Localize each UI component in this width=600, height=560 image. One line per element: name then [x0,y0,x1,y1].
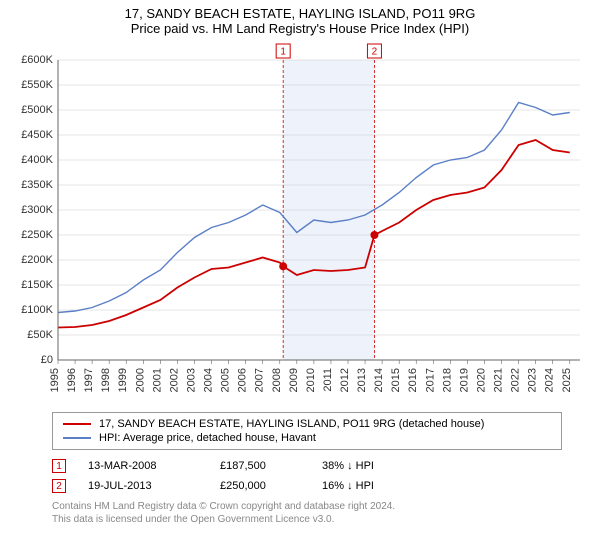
svg-text:1: 1 [280,47,286,58]
svg-text:2008: 2008 [271,368,283,392]
sale-marker: 2 [52,479,66,493]
svg-text:2010: 2010 [305,368,317,392]
legend-label: HPI: Average price, detached house, Hava… [99,432,316,444]
svg-text:2016: 2016 [407,368,419,392]
svg-text:£600K: £600K [21,54,53,66]
svg-text:1995: 1995 [49,368,61,392]
price-chart: £0 £50K £100K £150K £200K £250K £300K £350K £400… [12,42,588,402]
sale-date: 13-MAR-2008 [88,460,198,472]
svg-text:2011: 2011 [322,368,334,392]
svg-text:2006: 2006 [237,368,249,392]
svg-text:2001: 2001 [151,368,163,392]
svg-text:£150K: £150K [21,279,53,291]
svg-text:£200K: £200K [21,254,53,266]
sales-list: 1 13-MAR-2008 £187,500 38% ↓ HPI 2 19-JUL-201… [52,456,562,496]
svg-text:£0: £0 [41,354,53,366]
legend-label: 17, SANDY BEACH ESTATE, HAYLING ISLAND, … [99,418,484,430]
svg-text:£250K: £250K [21,229,53,241]
svg-text:2020: 2020 [475,368,487,392]
svg-text:2019: 2019 [458,368,470,392]
footnote: Contains HM Land Registry data © Crown c… [52,500,572,526]
legend: 17, SANDY BEACH ESTATE, HAYLING ISLAND, … [52,412,562,450]
svg-text:2: 2 [372,47,378,58]
svg-text:2022: 2022 [510,368,522,392]
sale-diff: 38% ↓ HPI [322,460,422,472]
svg-text:1999: 1999 [117,368,129,392]
sale-row: 2 19-JUL-2013 £250,000 16% ↓ HPI [52,476,562,496]
svg-text:2012: 2012 [339,368,351,392]
svg-text:£400K: £400K [21,154,53,166]
svg-text:2000: 2000 [134,368,146,392]
svg-text:£300K: £300K [21,204,53,216]
svg-text:£550K: £550K [21,79,53,91]
sale-date: 19-JUL-2013 [88,480,198,492]
sale-diff: 16% ↓ HPI [322,480,422,492]
svg-text:2024: 2024 [544,368,556,392]
sale-marker: 1 [52,459,66,473]
svg-text:2021: 2021 [493,368,505,392]
svg-text:2017: 2017 [424,368,436,392]
title-line2: Price paid vs. HM Land Registry's House … [12,21,588,36]
svg-text:£450K: £450K [21,129,53,141]
sale-price: £250,000 [220,480,300,492]
svg-text:1996: 1996 [66,368,78,392]
svg-text:1997: 1997 [83,368,95,392]
svg-text:2018: 2018 [441,368,453,392]
legend-row: HPI: Average price, detached house, Hava… [63,431,551,445]
svg-text:2013: 2013 [356,368,368,392]
sale-price: £187,500 [220,460,300,472]
svg-text:2025: 2025 [561,368,573,392]
svg-text:2014: 2014 [373,368,385,392]
sale-row: 1 13-MAR-2008 £187,500 38% ↓ HPI [52,456,562,476]
svg-text:2004: 2004 [203,368,215,392]
svg-text:2005: 2005 [220,368,232,392]
svg-text:2007: 2007 [254,368,266,392]
svg-text:£500K: £500K [21,104,53,116]
legend-swatch [63,423,91,425]
footnote-line2: This data is licensed under the Open Gov… [52,513,572,526]
svg-text:£100K: £100K [21,304,53,316]
svg-text:£350K: £350K [21,179,53,191]
svg-text:2023: 2023 [527,368,539,392]
legend-swatch [63,437,91,439]
svg-text:2003: 2003 [185,368,197,392]
title-line1: 17, SANDY BEACH ESTATE, HAYLING ISLAND, … [12,6,588,21]
svg-text:2015: 2015 [390,368,402,392]
legend-row: 17, SANDY BEACH ESTATE, HAYLING ISLAND, … [63,417,551,431]
svg-text:1998: 1998 [100,368,112,392]
svg-text:2009: 2009 [288,368,300,392]
svg-text:£50K: £50K [27,329,53,341]
footnote-line1: Contains HM Land Registry data © Crown c… [52,500,572,513]
svg-text:2002: 2002 [168,368,180,392]
